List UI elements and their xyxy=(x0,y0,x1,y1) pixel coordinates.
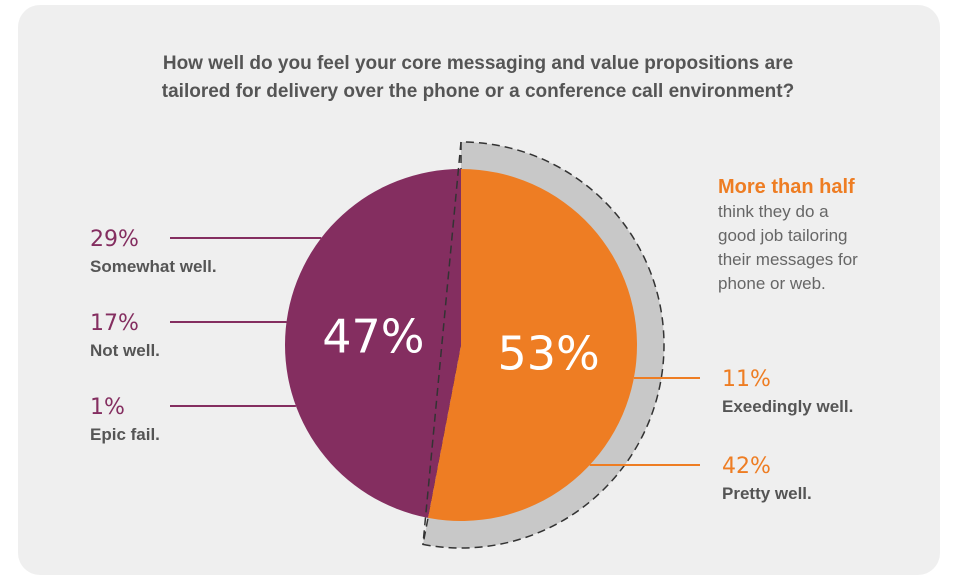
annotation-line: their messages for xyxy=(718,250,858,269)
item-label: Not well. xyxy=(90,341,160,360)
annotation: More than half think they do a good job t… xyxy=(718,174,918,296)
title-line: How well do you feel your core messaging… xyxy=(162,53,794,74)
item-label: Pretty well. xyxy=(722,484,812,503)
item-label: Somewhat well. xyxy=(90,257,217,276)
pie-slice xyxy=(284,169,461,518)
item-value-label: 1% xyxy=(90,395,125,420)
title-line: tailored for delivery over the phone or … xyxy=(161,81,795,102)
item-value-label: 17% xyxy=(90,311,139,336)
slice-label: 53% xyxy=(497,326,599,380)
item-value-label: 42% xyxy=(722,454,771,479)
pie-slice xyxy=(428,169,637,521)
item-value-label: 11% xyxy=(722,367,771,392)
annotation-line: good job tailoring xyxy=(718,226,848,245)
slice-label: 47% xyxy=(322,310,424,364)
split-line xyxy=(422,141,462,545)
chart-title: How well do you feel your core messaging… xyxy=(0,50,956,106)
item-value-label: 29% xyxy=(90,227,139,252)
annotation-line: phone or web. xyxy=(718,274,826,293)
item-label: Epic fail. xyxy=(90,425,160,444)
item-label: Exeedingly well. xyxy=(722,397,853,416)
annotation-heading: More than half xyxy=(718,176,855,198)
annotation-line: think they do a xyxy=(718,202,829,221)
